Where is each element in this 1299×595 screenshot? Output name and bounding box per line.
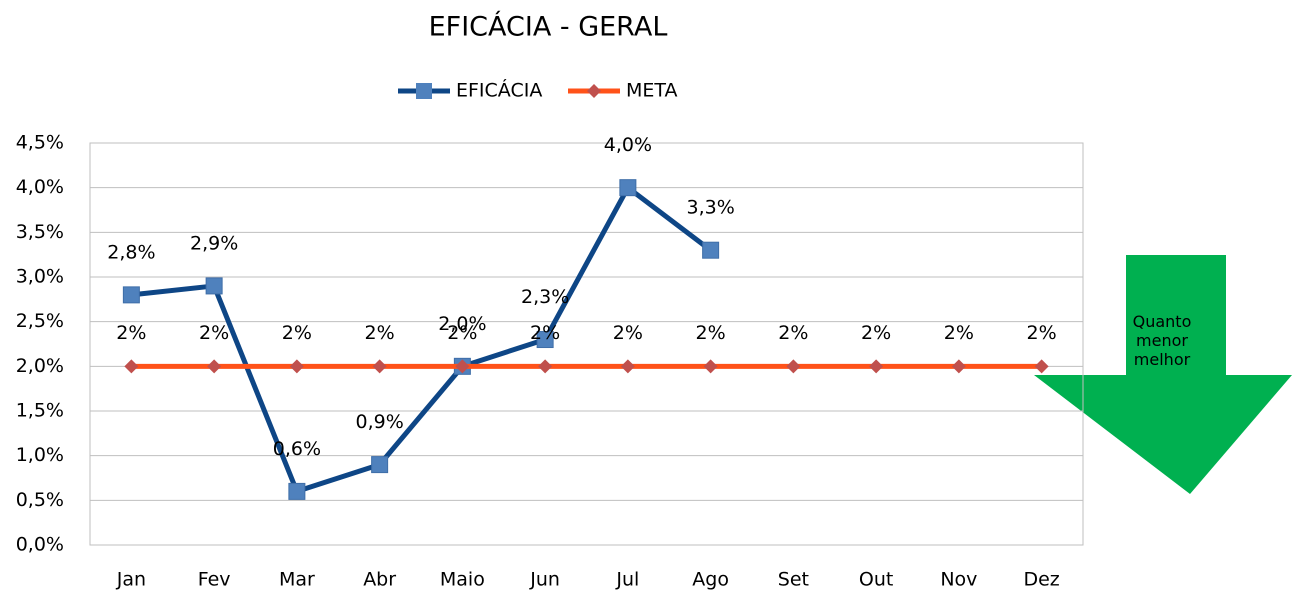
data-label: 2% bbox=[1027, 322, 1057, 344]
marker bbox=[207, 359, 222, 374]
y-tick-label: 0,0% bbox=[16, 534, 64, 556]
x-tick-label: Dez bbox=[1023, 569, 1059, 591]
marker bbox=[288, 482, 306, 500]
marker bbox=[122, 286, 140, 304]
x-tick-label: Nov bbox=[940, 569, 977, 591]
marker bbox=[538, 359, 553, 374]
data-label: 2% bbox=[199, 322, 229, 344]
legend-item: EFICÁCIA bbox=[398, 79, 542, 102]
x-tick-label: Jan bbox=[116, 569, 146, 591]
data-label: 2,9% bbox=[190, 232, 238, 254]
y-tick-label: 2,0% bbox=[16, 355, 64, 377]
arrow-shape bbox=[1034, 255, 1292, 494]
data-label: 4,0% bbox=[604, 134, 652, 156]
marker bbox=[1034, 359, 1049, 374]
legend-marker bbox=[587, 84, 601, 98]
data-label: 2% bbox=[613, 322, 643, 344]
marker bbox=[536, 331, 554, 349]
data-label: 2% bbox=[447, 322, 477, 344]
chart-title: EFICÁCIA - GERAL bbox=[429, 11, 668, 43]
x-tick-label: Out bbox=[859, 569, 893, 591]
marker bbox=[951, 359, 966, 374]
y-tick-label: 2,5% bbox=[16, 310, 64, 332]
y-tick-label: 3,0% bbox=[16, 266, 64, 288]
data-label: 2% bbox=[282, 322, 312, 344]
data-label: 2% bbox=[530, 322, 560, 344]
legend-label: META bbox=[626, 80, 678, 102]
x-tick-label: Jul bbox=[615, 569, 639, 591]
y-tick-label: 4,5% bbox=[16, 132, 64, 154]
y-tick-label: 3,5% bbox=[16, 221, 64, 243]
x-tick-label: Mar bbox=[279, 569, 315, 591]
arrow bbox=[1034, 255, 1292, 494]
marker bbox=[289, 359, 304, 374]
legend-label: EFICÁCIA bbox=[456, 79, 542, 102]
data-label: 3,3% bbox=[686, 197, 734, 219]
x-tick-label: Abr bbox=[363, 569, 396, 591]
data-label: 2% bbox=[116, 322, 146, 344]
marker bbox=[702, 241, 720, 259]
x-tick-label: Ago bbox=[692, 569, 729, 591]
data-label: 2% bbox=[778, 322, 808, 344]
marker bbox=[371, 456, 389, 474]
x-tick-label: Maio bbox=[440, 569, 485, 591]
marker bbox=[205, 277, 223, 295]
x-tick-label: Fev bbox=[198, 569, 231, 591]
marker bbox=[124, 359, 139, 374]
data-label: 2,3% bbox=[521, 286, 569, 308]
data-label: 0,9% bbox=[355, 411, 403, 433]
y-tick-label: 1,0% bbox=[16, 444, 64, 466]
marker bbox=[620, 359, 635, 374]
annotation: Quanto menor melhor bbox=[1132, 312, 1192, 369]
marker bbox=[869, 359, 884, 374]
data-label: 2% bbox=[944, 322, 974, 344]
legend-item: META bbox=[568, 80, 678, 102]
legend-marker bbox=[416, 83, 432, 99]
x-tick-label: Jun bbox=[529, 569, 560, 591]
data-label: 2,0% bbox=[438, 313, 486, 335]
marker bbox=[619, 179, 637, 197]
data-label: 0,6% bbox=[273, 438, 321, 460]
x-tick-label: Set bbox=[778, 569, 809, 591]
marker bbox=[372, 359, 387, 374]
data-label: 2% bbox=[861, 322, 891, 344]
marker bbox=[455, 359, 470, 374]
marker bbox=[786, 359, 801, 374]
series-line bbox=[131, 185, 713, 494]
y-tick-label: 4,0% bbox=[16, 176, 64, 198]
data-label: 2,8% bbox=[107, 241, 155, 263]
data-label: 2% bbox=[365, 322, 395, 344]
y-tick-label: 1,5% bbox=[16, 400, 64, 422]
marker bbox=[703, 359, 718, 374]
y-tick-label: 0,5% bbox=[16, 489, 64, 511]
data-label: 2% bbox=[696, 322, 726, 344]
